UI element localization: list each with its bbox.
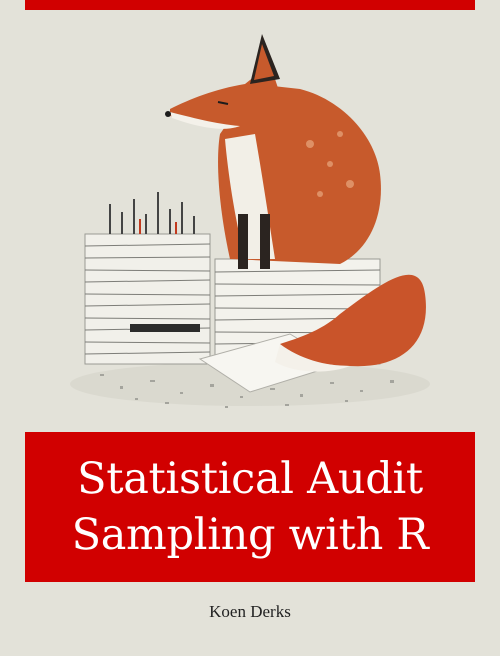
fox-tail [280,274,426,367]
author-name: Koen Derks [209,602,291,621]
title-banner: Statistical Audit Sampling with R [25,432,475,582]
data-bars [109,192,195,234]
fox-on-papers-illustration [70,34,430,408]
left-paper-stack [84,192,211,365]
book-title-line-2: Sampling with R [71,510,429,560]
top-accent-bar [25,0,475,10]
book-title-line-1: Statistical Audit [77,454,423,504]
